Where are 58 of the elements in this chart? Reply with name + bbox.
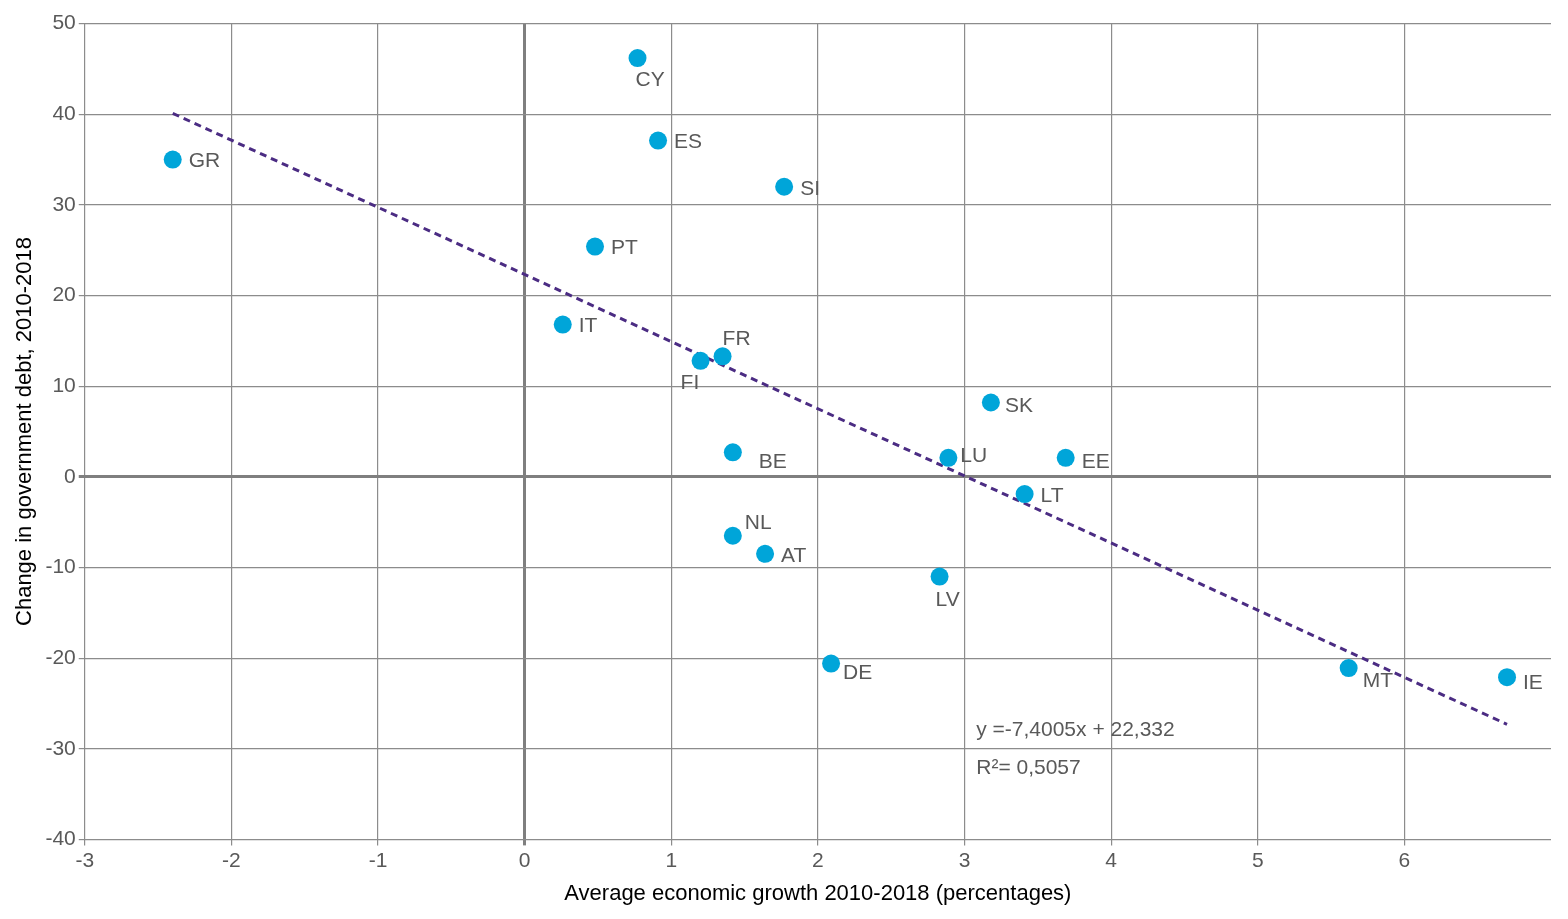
x-tick-label: 5 <box>1251 847 1264 871</box>
series-label: NL <box>744 509 772 533</box>
point <box>553 315 572 334</box>
y-tick-label: 30 <box>52 191 76 215</box>
y-tick-label: -30 <box>45 735 76 759</box>
x-tick-label: 0 <box>518 847 531 871</box>
x-tick-label: 2 <box>812 847 824 871</box>
series-label: IE <box>1523 669 1543 693</box>
series-label: PT <box>611 235 639 259</box>
series-label: BE <box>758 449 787 473</box>
series-label: FR <box>722 326 751 350</box>
series-label: EE <box>1081 448 1110 472</box>
point <box>723 526 742 545</box>
point <box>756 544 775 563</box>
point <box>1498 668 1517 687</box>
x-tick-label: 4 <box>1105 847 1118 871</box>
y-tick-label: 40 <box>52 101 76 125</box>
series-label: AT <box>781 542 807 566</box>
point <box>586 237 605 256</box>
point <box>1015 485 1034 504</box>
point <box>981 393 1000 412</box>
point <box>939 448 958 467</box>
x-tick-label: 1 <box>665 847 678 871</box>
series-label: LT <box>1040 482 1064 506</box>
point <box>163 150 182 169</box>
series-label: ES <box>674 129 703 153</box>
point <box>628 49 647 68</box>
y-axis-title: Change in government debt, 2010-2018 <box>11 237 37 626</box>
series-label: GR <box>188 148 221 172</box>
annotation: R²= 0,5057 <box>976 755 1081 779</box>
y-tick-label: 0 <box>64 463 76 487</box>
point <box>822 654 841 673</box>
series-label: DE <box>843 660 873 684</box>
point <box>723 443 742 462</box>
point <box>1339 659 1358 678</box>
y-tick-label: -40 <box>45 826 76 850</box>
y-tick-label: 50 <box>52 10 76 34</box>
point <box>713 347 732 366</box>
point <box>691 351 710 370</box>
point <box>649 131 668 150</box>
x-axis-title: Average economic growth 2010-2018 (percentages) <box>564 879 1072 905</box>
x-tick-label: -1 <box>368 847 388 871</box>
x-tick-label: 6 <box>1398 847 1411 871</box>
series-label: CY <box>635 66 665 90</box>
series-label: SK <box>1004 393 1033 417</box>
y-tick-label: 20 <box>52 282 76 306</box>
point <box>1056 448 1075 467</box>
series-label: IT <box>578 313 598 337</box>
y-tick-label: 10 <box>52 372 76 396</box>
y-tick-label: -20 <box>45 644 76 668</box>
y-tick-label: -10 <box>45 554 76 578</box>
series-label: LV <box>935 587 960 611</box>
series-label: MT <box>1362 667 1394 691</box>
point <box>775 177 794 196</box>
x-tick-label: -3 <box>75 847 95 871</box>
x-tick-label: 3 <box>958 847 971 871</box>
x-tick-label: -2 <box>222 847 241 871</box>
point <box>930 567 949 586</box>
